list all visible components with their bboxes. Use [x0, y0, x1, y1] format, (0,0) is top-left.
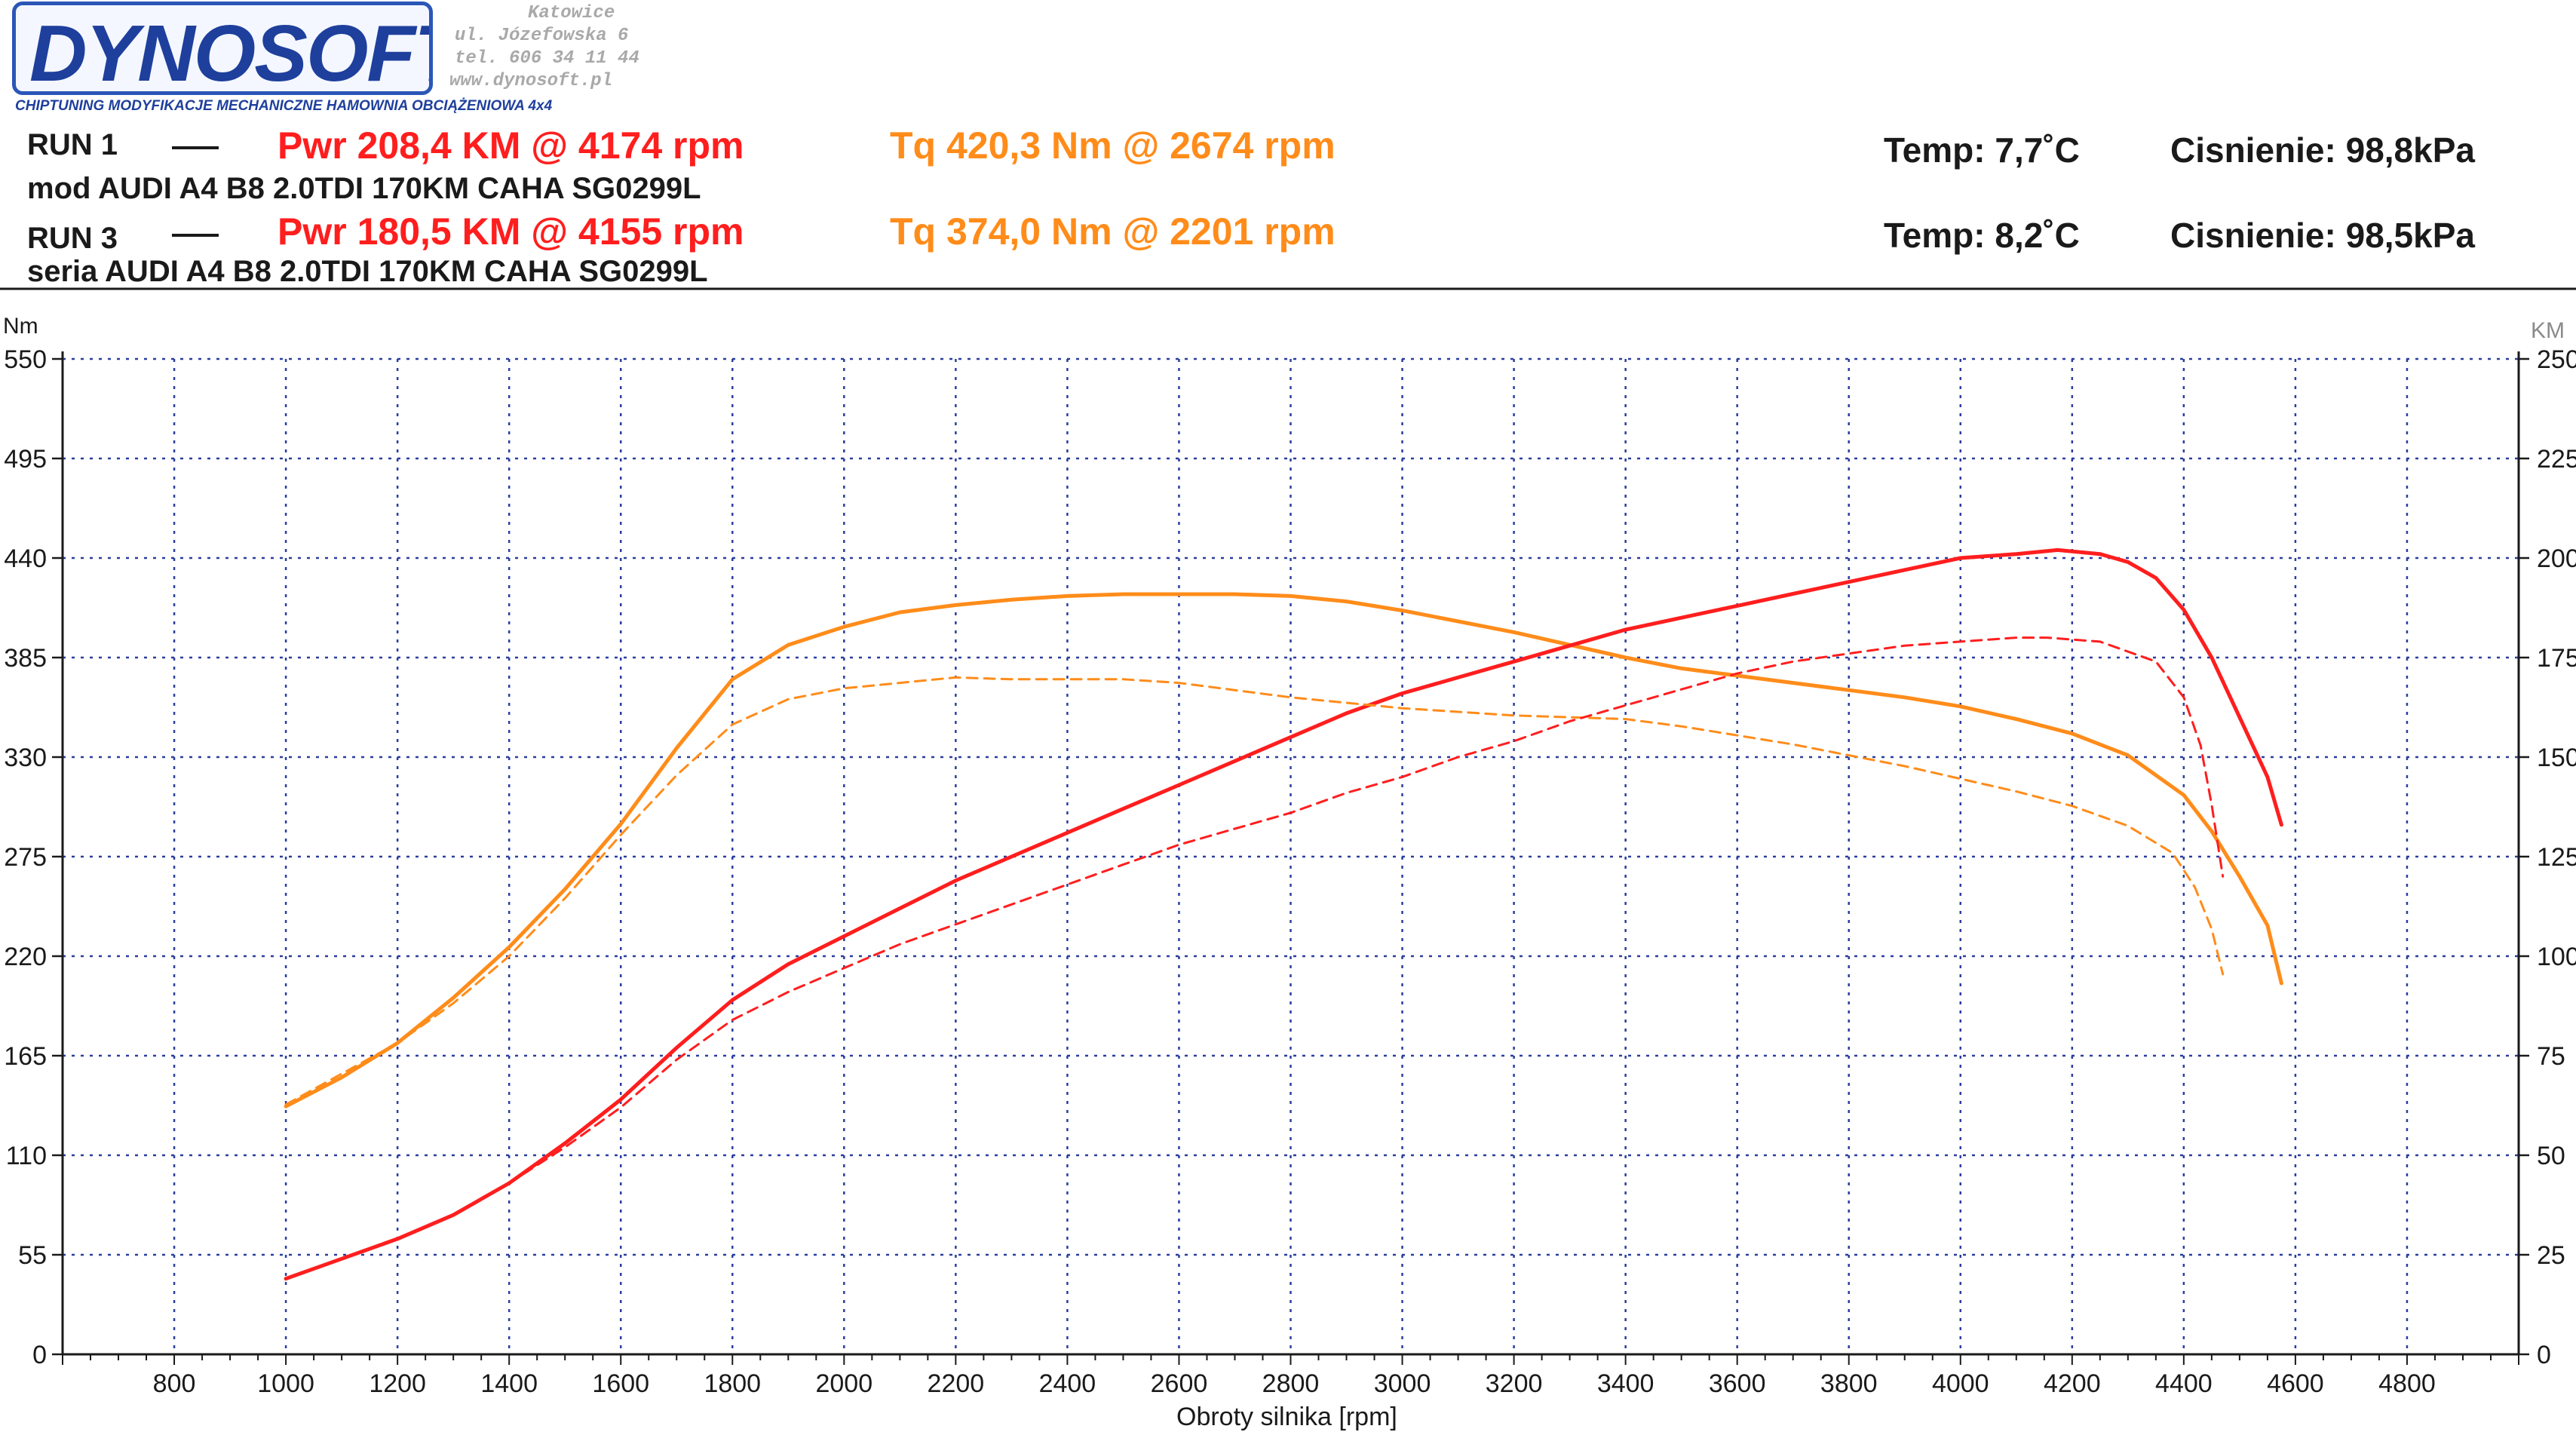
run3-temperature: Temp: 8,2˚C [1884, 216, 2080, 255]
address-phone: tel. 606 34 11 44 [455, 48, 639, 69]
run-3-torque-curve [284, 676, 2225, 1106]
y-left-tick-labels: 0 55 110 165 220 275 330 385 440 495 550 [4, 345, 47, 1369]
y-left-tick-label: 165 [4, 1042, 47, 1071]
y-left-tick-label: 110 [6, 1142, 47, 1170]
run1-solid-line-key [172, 146, 219, 149]
run3-dashed-line-key [172, 234, 219, 237]
y-left-tick-label: 275 [4, 843, 47, 872]
x-tick-label: 3800 [1820, 1369, 1878, 1398]
y-right-tick-label: 75 [2537, 1042, 2565, 1071]
x-tick-label: 3400 [1597, 1369, 1654, 1398]
y-right-unit-label: KM [2531, 318, 2565, 343]
y-left-tick-label: 330 [4, 744, 47, 772]
y-left-tick-label: 55 [18, 1241, 47, 1270]
y-left-tick-label: 385 [4, 644, 47, 673]
logo-frame: DYNOSOFT [12, 2, 433, 95]
x-tick-label: 4200 [2044, 1369, 2101, 1398]
address-street: ul. Józefowska 6 [455, 26, 629, 46]
y-right-tick-label: 175 [2537, 644, 2576, 673]
x-tick-label: 3000 [1374, 1369, 1431, 1398]
run3-description: seria AUDI A4 B8 2.0TDI 170KM CAHA SG029… [27, 255, 708, 288]
run1-torque: Tq 420,3 Nm @ 2674 rpm [890, 124, 1336, 167]
x-tick-label: 4600 [2267, 1369, 2324, 1398]
x-tick-label: 2400 [1039, 1369, 1096, 1398]
x-tick-label: 2600 [1151, 1369, 1208, 1398]
run1-pressure: Cisnienie: 98,8kPa [2170, 130, 2475, 170]
chart-grid [63, 357, 2519, 1354]
y-left-tick-label: 495 [4, 445, 47, 474]
run3-label: RUN 3 [27, 222, 118, 255]
y-left-tick-label: 0 [32, 1341, 47, 1369]
run3-pressure: Cisnienie: 98,5kPa [2170, 216, 2475, 255]
x-tick-label: 1200 [369, 1369, 426, 1398]
logo-wordmark: DYNOSOFT [29, 9, 433, 95]
dynosoft-logo: DYNOSOFT CHIPTUNING MODYFIKACJE MECHANIC… [6, 0, 552, 117]
y-right-tick-label: 0 [2537, 1341, 2551, 1369]
y-right-tick-labels: 0 25 50 75 100 125 150 175 200 225 250 [2537, 345, 2576, 1369]
y-left-tick-label: 550 [4, 345, 47, 374]
chart-axes [52, 351, 2529, 1365]
address-web: www.dynosoft.pl [449, 71, 613, 91]
y-left-tick-label: 440 [4, 544, 47, 573]
x-tick-label: 4000 [1932, 1369, 1989, 1398]
run-1-power-curve [284, 547, 2283, 1281]
x-tick-label: 4400 [2155, 1369, 2213, 1398]
run1-label: RUN 1 [27, 128, 118, 161]
x-tick-label: 3200 [1486, 1369, 1543, 1398]
x-tick-label: 1000 [257, 1369, 314, 1398]
run-1-torque-curve [284, 592, 2283, 1108]
run3-power: Pwr 180,5 KM @ 4155 rpm [278, 210, 744, 253]
y-right-tick-label: 125 [2537, 843, 2576, 872]
run3-torque: Tq 374,0 Nm @ 2201 rpm [890, 210, 1336, 253]
run1-power: Pwr 208,4 KM @ 4174 rpm [278, 124, 744, 167]
y-right-tick-label: 150 [2537, 744, 2576, 772]
x-tick-label: 2800 [1262, 1369, 1320, 1398]
y-left-unit-label: Nm [3, 314, 38, 339]
x-tick-labels: 800 1000 1200 1400 1600 1800 2000 2200 2400 2600 2… [153, 1369, 2436, 1398]
chart-series [284, 547, 2283, 1281]
y-right-tick-label: 50 [2537, 1142, 2565, 1170]
run1-description: mod AUDI A4 B8 2.0TDI 170KM CAHA SG0299L [27, 172, 701, 205]
x-tick-label: 2000 [815, 1369, 872, 1398]
x-tick-label: 2200 [928, 1369, 985, 1398]
x-axis-label: Obroty silnika [rpm] [1176, 1403, 1397, 1431]
x-tick-label: 800 [153, 1369, 196, 1398]
y-left-tick-label: 220 [4, 943, 47, 971]
x-tick-label: 3600 [1709, 1369, 1766, 1398]
run1-temperature: Temp: 7,7˚C [1884, 130, 2080, 170]
run-3-power-curve [284, 636, 2225, 1280]
y-right-tick-label: 100 [2537, 943, 2576, 971]
y-right-tick-label: 200 [2537, 544, 2576, 573]
logo-tagline: CHIPTUNING MODYFIKACJE MECHANICZNE HAMOW… [15, 98, 553, 114]
y-right-tick-label: 25 [2537, 1241, 2565, 1270]
x-tick-label: 1600 [592, 1369, 649, 1398]
x-tick-label: 4800 [2378, 1369, 2436, 1398]
y-right-tick-label: 225 [2537, 445, 2576, 474]
address-city: Katowice [528, 3, 615, 23]
x-tick-label: 1800 [704, 1369, 761, 1398]
y-right-tick-label: 250 [2537, 345, 2576, 374]
x-tick-label: 1400 [480, 1369, 538, 1398]
